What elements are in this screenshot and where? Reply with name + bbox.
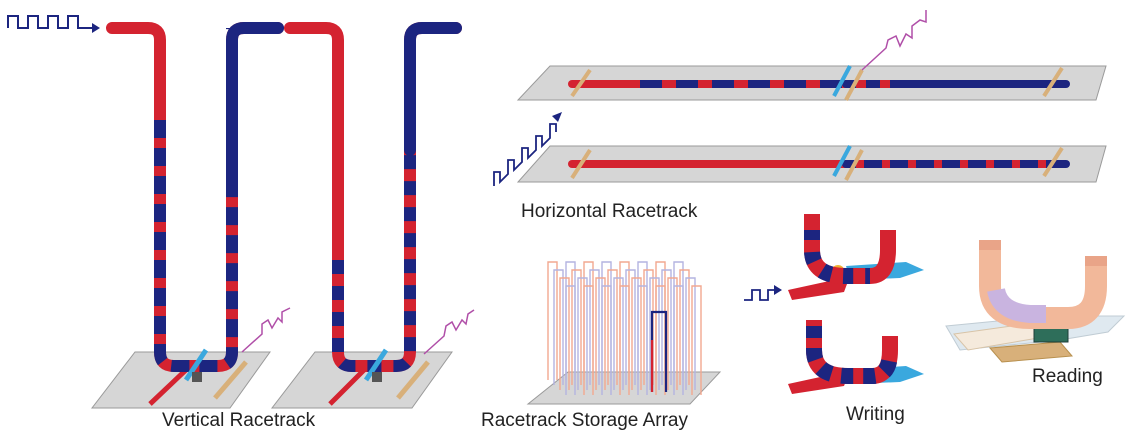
array-loop [565,261,576,380]
array-loop [547,261,558,380]
lead-right-b [396,360,430,400]
array-loop [583,261,594,380]
array-loop [625,269,636,385]
writing-current-pulse [744,289,774,301]
read-signal-right [423,309,475,355]
array-loop [571,269,582,385]
write-element-bottom [832,145,852,177]
array-loop [649,277,660,390]
array-substrate [526,371,722,405]
vertical-racetrack-domains-1 [154,28,238,372]
caption-vertical-racetrack: Vertical Racetrack [162,410,316,431]
writing-u-track-lower-blue [806,326,898,384]
array-loop [637,261,648,380]
contact-top-left [570,68,592,98]
horizontal-read-signal [861,10,927,71]
array-loop [661,269,672,385]
write-element-left [183,348,209,382]
vertical-racetrack-panel [7,15,475,409]
caption-writing: Writing [846,404,905,425]
read-element-top [844,69,864,101]
array-loop [685,277,696,390]
writing-u-track-upper-blue [804,230,870,284]
reading-u-track-top-right [1085,256,1107,266]
array-loop [607,269,618,385]
lead-left-b [213,360,248,400]
read-signal-left [241,307,291,353]
array-loop [637,285,648,395]
caption-racetrack-storage-array: Racetrack Storage Array [481,410,688,431]
racetrack-storage-array-panel [526,261,722,405]
array-loop [655,261,666,380]
reading-panel [945,240,1126,363]
reading-u-track-top-left [979,240,1001,250]
array-loop [619,285,630,395]
vertical-racetrack-blue-arm-1 [226,22,284,186]
caption-horizontal-racetrack: Horizontal Racetrack [521,201,698,222]
array-loop [577,277,588,390]
array-loop [673,285,684,395]
array-loop [559,277,570,390]
horizontal-current-pulse [493,123,557,186]
vertical-racetrack-wire-2 [284,22,462,372]
array-loop [631,277,642,390]
array-loop [691,285,702,395]
lead-left-a [148,366,190,406]
write-element-right [363,348,389,382]
lead-right-a [328,366,368,406]
vertical-racetrack-domains-2 [332,120,416,372]
writing-pulse-arrow-head [774,285,782,295]
write-element-top [832,65,852,97]
horizontal-pulse-arrow-head [552,112,562,122]
array-loop [583,285,594,395]
array-loop [553,269,564,385]
array-loop [679,269,690,385]
array-loop [595,277,606,390]
contact-top-right [1042,66,1064,98]
read-element-bottom [844,149,864,181]
vertical-racetrack-blue-arm-2 [404,22,462,156]
array-loop [601,285,612,395]
array-loop [565,285,576,395]
array-loop [667,277,678,390]
array-loop [589,269,600,385]
current-pulse-input [7,15,92,29]
writing-u-track-lower-red [806,320,898,384]
read-element-right [372,372,382,382]
array-loop [673,261,684,380]
contact-bottom-right [1042,146,1064,178]
array-loop [601,261,612,380]
horizontal-racetrack-panel [493,10,1107,186]
pulse-arrow-head [92,23,100,33]
caption-reading: Reading [1032,366,1103,387]
read-element-left [192,372,202,382]
contact-bottom-left [570,148,592,180]
array-loop [619,261,630,380]
array-loop [613,277,624,390]
reading-u-track-purple-domain [987,287,1046,323]
array-loop-group [547,261,702,395]
writing-panel [744,214,924,394]
vertical-racetrack-wire-1 [106,22,284,372]
reading-lead-bottom [988,341,1074,363]
